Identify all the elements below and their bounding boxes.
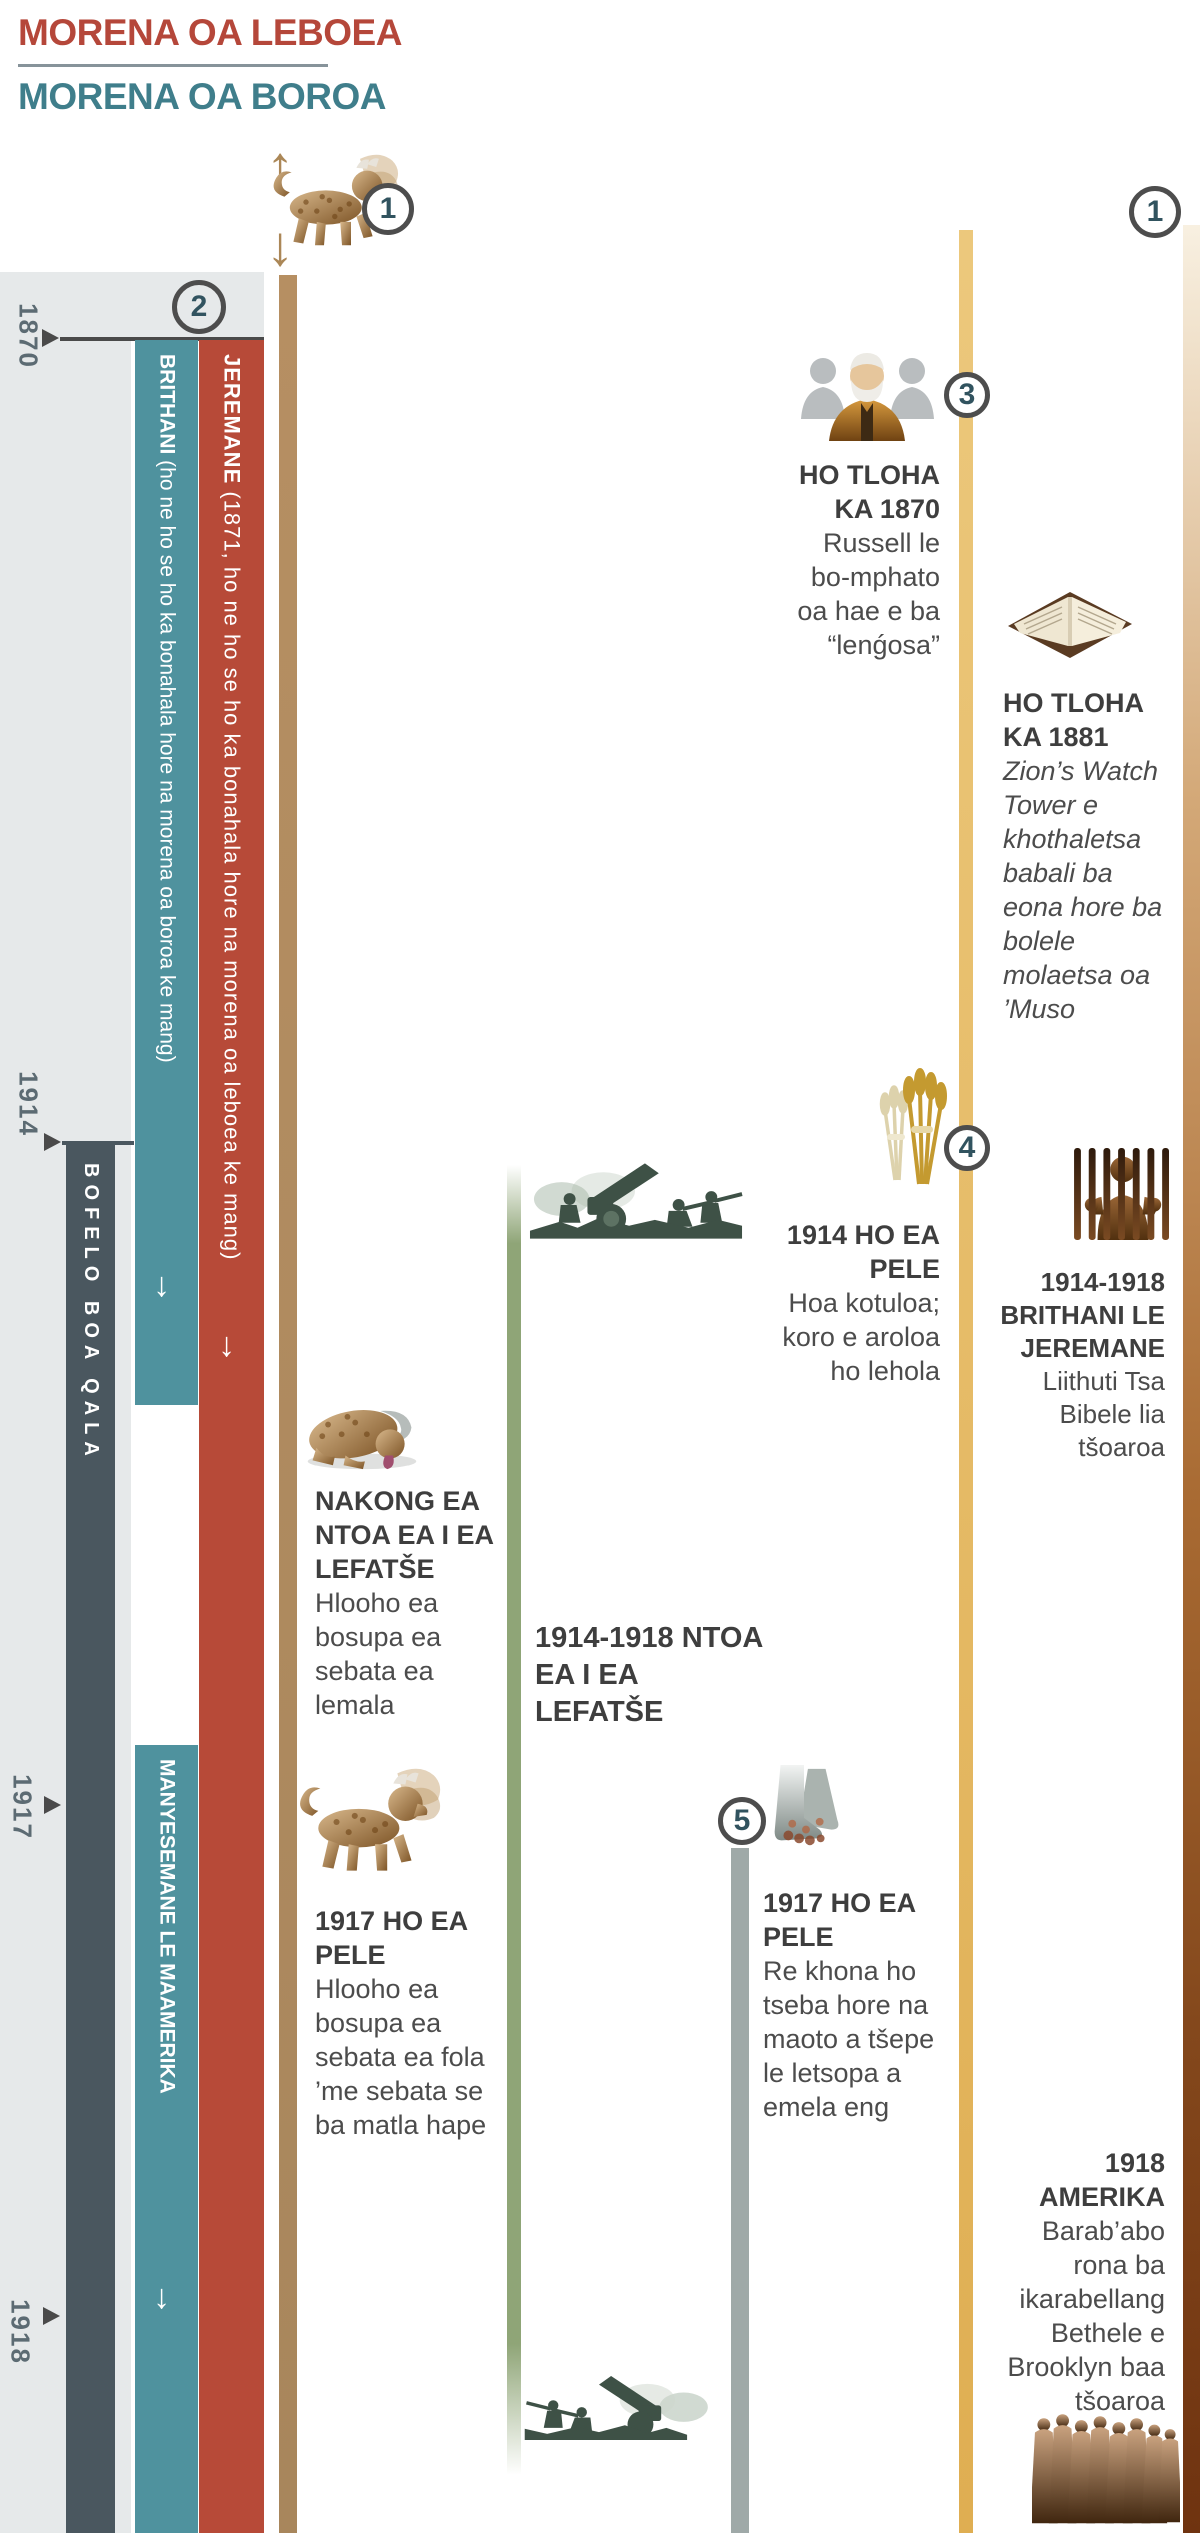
step-1-badge-right: 1 <box>1129 186 1181 238</box>
event-ww1: 1914-1918 NTOA EA I EA LEFATŠE <box>535 1620 765 1731</box>
bar-beast-track <box>279 275 297 2533</box>
bar-manyesemane: MANYESEMANE LE MAAMERIKA <box>135 1745 198 2533</box>
step-1-number: 1 <box>379 192 397 225</box>
bar-feet-track <box>731 1848 749 2533</box>
page-title: MORENA OA LEBOEA <box>18 12 402 53</box>
year-label-1870: 1870 <box>13 303 44 369</box>
event-beast-wounded: NAKONG EA NTOA EA I EA LEFATŠE Hlooho ea… <box>315 1484 505 1722</box>
watch-tower-book-icon <box>1008 592 1132 658</box>
bar-bofelo-label: BOFELO BOA QALA <box>80 1163 102 1463</box>
four-headed-beast-icon <box>273 154 399 246</box>
year-marker-1917 <box>44 1796 61 1814</box>
bar-manyesemane-label: MANYESEMANE LE MAAMERIKA <box>155 1759 179 2094</box>
event-from-1881-title: HO TLOHA KA 1881 <box>1003 688 1143 752</box>
brothers-group-icon <box>1032 2414 1180 2524</box>
event-1918-america: 1918 AMERIKA Barab’abo rona ba ikarabell… <box>1000 2146 1165 2418</box>
event-1917-beast-body: Hlooho ea bosupa ea sebata ea fola ’me s… <box>315 1974 487 2140</box>
ww1-battle-icon-2 <box>524 2376 708 2440</box>
step-1-number-right: 1 <box>1146 195 1164 228</box>
bar-bofelo-boa-qala: BOFELO BOA QALA <box>66 1145 115 2533</box>
jeremane-continues-arrow-icon: ↓ <box>218 1326 235 1364</box>
bar-jeremane-label: JEREMANE (1871, ho ne ho se ho ka bonaha… <box>219 354 245 1261</box>
man-in-prison-icon <box>1074 1148 1169 1240</box>
down-arrow-icon: ↓ <box>266 214 294 277</box>
event-arrests-title: 1914-1918 BRITHANI LE JEREMANE <box>1000 1267 1165 1363</box>
year-marker-1918 <box>43 2307 60 2325</box>
event-from-1870-body: Russell le bo-mphato oa hae e ba “lenǵos… <box>797 528 940 660</box>
event-from-1881: HO TLOHA KA 1881 Zion’s Watch Tower e kh… <box>1003 686 1168 1026</box>
step-3-number: 3 <box>958 378 976 411</box>
event-arrests: 1914-1918 BRITHANI LE JEREMANE Liithuti … <box>1000 1266 1165 1464</box>
step-2-badge: 2 <box>172 280 226 334</box>
event-from-1881-body: Zion’s Watch Tower e khothaletsa babali … <box>1003 756 1163 1024</box>
step-5-number: 5 <box>733 1804 751 1837</box>
bar-jeremane: JEREMANE (1871, ho ne ho se ho ka bonaha… <box>199 340 264 2533</box>
title-divider <box>18 64 328 67</box>
year-marker-1870 <box>42 329 59 347</box>
event-1914-body: Hoa kotuloa; koro e aroloa ho lehola <box>782 1288 940 1386</box>
healed-beast-icon <box>300 1768 441 1871</box>
event-1918-america-title: 1918 AMERIKA <box>1039 2148 1165 2212</box>
event-1918-america-body: Barab’abo rona ba ikarabellang Bethele e… <box>1007 2216 1165 2416</box>
event-from-1870: HO TLOHA KA 1870 Russell le bo-mphato oa… <box>790 458 940 662</box>
step-1-badge-beast: 1 <box>362 183 414 235</box>
event-beast-wounded-title: NAKONG EA NTOA EA I EA LEFATŠE <box>315 1486 494 1584</box>
manyesemane-continues-arrow-icon: ↓ <box>153 2278 170 2316</box>
page-subtitle: MORENA OA BOROA <box>18 76 386 117</box>
year-label-1918: 1918 <box>5 2299 36 2365</box>
step-4-badge: 4 <box>944 1125 990 1171</box>
step-3-badge: 3 <box>944 372 990 418</box>
bar-right-track <box>1183 225 1200 2533</box>
event-arrests-body: Liithuti Tsa Bibele lia tšoaroa <box>1042 1366 1165 1462</box>
bar-brithani-label: BRITHANI (ho ne ho se ho ka bonahala hor… <box>155 354 179 1063</box>
event-1917-beast-title: 1917 HO EA PELE <box>315 1906 468 1970</box>
step-4-number: 4 <box>958 1131 976 1164</box>
year-label-1917: 1917 <box>7 1774 38 1840</box>
bar-brithani: BRITHANI (ho ne ho se ho ka bonahala hor… <box>135 340 198 1405</box>
event-1917-feet: 1917 HO EA PELE Re khona ho tseba hore n… <box>763 1886 953 2124</box>
event-1914: 1914 HO EA PELE Hoa kotuloa; koro e arol… <box>760 1218 940 1388</box>
step-5-badge: 5 <box>718 1797 766 1845</box>
step-2-number: 2 <box>190 290 208 323</box>
bar-ww1-track <box>507 1165 521 2475</box>
ww1-battle-icon <box>529 1163 743 1239</box>
event-beast-wounded-body: Hlooho ea bosupa ea sebata ea lemala <box>315 1588 442 1720</box>
russell-and-associates-icon <box>801 353 934 441</box>
event-1917-beast: 1917 HO EA PELE Hlooho ea bosupa ea seba… <box>315 1904 515 2142</box>
wheat-bundles-icon <box>879 1068 947 1185</box>
iron-clay-feet-icon <box>774 1764 839 1846</box>
wounded-beast-icon <box>307 1410 417 1470</box>
bar-harvest-track <box>959 230 973 2533</box>
brithani-continues-arrow-icon: ↓ <box>153 1266 170 1304</box>
event-from-1870-title: HO TLOHA KA 1870 <box>799 460 940 524</box>
event-1914-title: 1914 HO EA PELE <box>786 1220 940 1284</box>
event-ww1-title: 1914-1918 NTOA EA I EA LEFATŠE <box>535 1622 763 1728</box>
marker-line-1914 <box>62 1141 134 1145</box>
event-1917-feet-title: 1917 HO EA PELE <box>763 1888 916 1952</box>
event-1917-feet-body: Re khona ho tseba hore na maoto a tšepe … <box>763 1956 935 2122</box>
year-marker-1914 <box>44 1133 61 1151</box>
year-label-1914: 1914 <box>13 1071 44 1137</box>
start-line-1870 <box>60 337 264 341</box>
